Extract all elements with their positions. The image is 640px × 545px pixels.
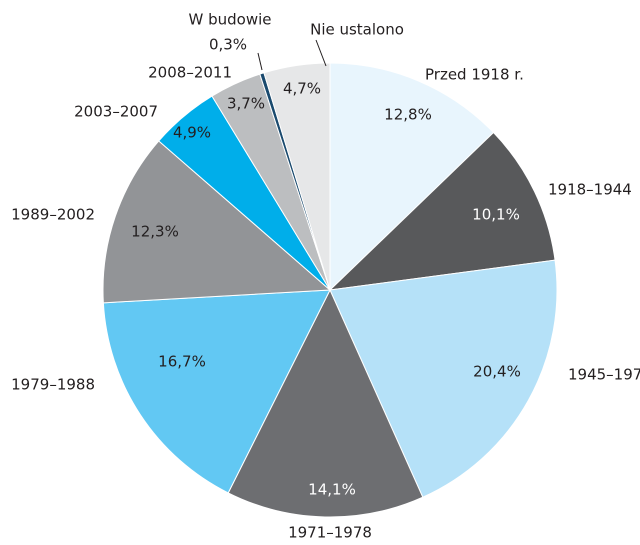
category-label: 1979–1988 — [11, 376, 95, 394]
leader-line — [257, 52, 263, 71]
pie-slice — [328, 131, 556, 291]
pie-slice — [102, 289, 331, 494]
value-label: 16,7% — [158, 353, 206, 371]
category-label: 2003–2007 — [74, 103, 158, 121]
pie-slice — [329, 62, 495, 292]
category-label: 1945–1970 — [568, 366, 640, 384]
value-label: 20,4% — [473, 363, 521, 381]
category-label: 1971–1978 — [288, 524, 372, 542]
value-label: 12,8% — [384, 106, 432, 124]
value-label: 12,3% — [131, 223, 179, 241]
value-label: 10,1% — [472, 206, 520, 224]
value-label: 4,7% — [283, 80, 321, 98]
category-label: 2008–2011 — [148, 64, 232, 82]
category-label: 1918–1944 — [548, 181, 632, 199]
category-label: Przed 1918 r. — [425, 66, 524, 84]
value-label: 14,1% — [308, 481, 356, 499]
category-label: 1989–2002 — [11, 206, 95, 224]
pie-slice — [329, 259, 558, 498]
pie-slice — [263, 62, 331, 291]
value-label: 0,3% — [209, 36, 247, 54]
leader-line — [315, 39, 327, 67]
category-label: Nie ustalono — [310, 21, 404, 39]
pie-slice — [102, 140, 332, 304]
category-label: W budowie — [189, 11, 272, 29]
value-label: 4,9% — [173, 124, 211, 142]
value-label: 3,7% — [227, 95, 265, 113]
pie-slice — [227, 288, 424, 518]
